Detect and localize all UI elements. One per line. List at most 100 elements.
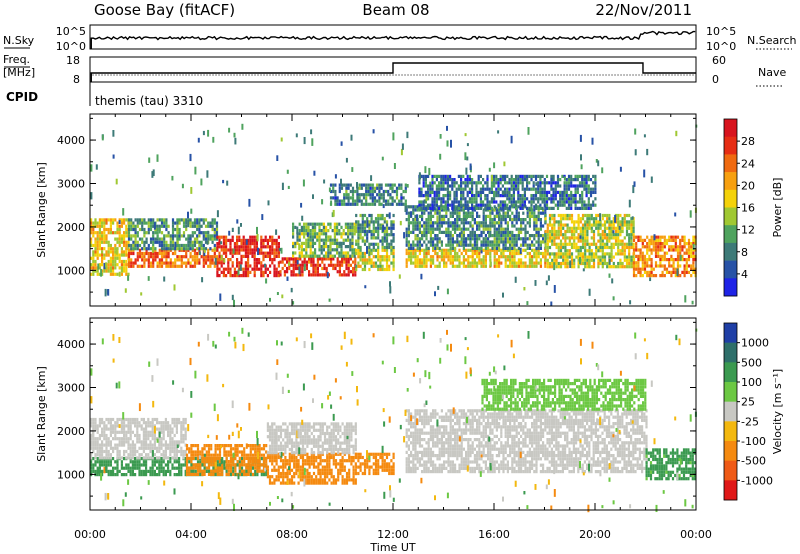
colorbar-tick-label: 16	[741, 202, 755, 215]
colorbar-swatch	[724, 260, 737, 279]
colorbar-tick-label: 4	[741, 268, 748, 281]
x-tick-label: 08:00	[276, 528, 308, 541]
beam-title: Beam 08	[362, 1, 429, 19]
colorbar-tick-label: -1000	[741, 474, 773, 487]
freq-series	[90, 62, 696, 82]
velocity-colorbar: 1000 500 100 25 -25 -100 -500 -1000 Velocity [m …	[723, 322, 784, 501]
colorbar-tick-label: 100	[741, 376, 762, 389]
x-tick-label: 00:00	[74, 528, 106, 541]
colorbar-tick-label: 25	[741, 396, 755, 409]
colorbar-swatch	[724, 460, 737, 481]
freq-right-tick-bottom: 0	[712, 73, 719, 86]
colorbar-label: Velocity [m s⁻¹]	[771, 369, 784, 454]
x-tick-label: 00:00	[680, 528, 712, 541]
colorbar-tick-label: -500	[741, 455, 766, 468]
colorbar-swatch	[724, 401, 737, 422]
y-tick-label: 3000	[57, 178, 85, 191]
scattered-echoes	[90, 123, 698, 307]
freq-panel-frame	[89, 56, 697, 83]
colorbar-swatch	[724, 342, 737, 363]
freq-left-tick-top: 18	[66, 54, 80, 67]
cpid-value: themis (tau) 3310	[95, 94, 203, 108]
freq-left-label-1: Freq.	[3, 53, 30, 66]
echo-region-8	[481, 378, 647, 411]
colorbar-swatch	[724, 225, 737, 244]
freq-left-label-2: [MHz]	[3, 66, 35, 79]
noise-sky-line	[90, 30, 696, 49]
colorbar-swatch	[724, 421, 737, 442]
echo-region-0	[90, 457, 187, 477]
echo-region-1	[90, 417, 187, 460]
y-tick-label: 1000	[57, 264, 85, 277]
y-tick-label: 3000	[57, 382, 85, 395]
colorbar-swatch	[724, 136, 737, 155]
y-axis-label: Slant Range [km]	[35, 366, 48, 462]
power-panel: 1000 2000 3000 4000 Slant Range [km]	[35, 113, 698, 307]
colorbar-tick-label: 8	[741, 246, 748, 259]
cpid-label: CPID	[6, 90, 38, 104]
echo-region-6	[355, 452, 395, 476]
date-title: 22/Nov/2011	[595, 1, 692, 19]
colorbar-swatch	[724, 172, 737, 191]
noise-right-tick-bottom: 10^0	[706, 40, 736, 53]
colorbar-frame	[723, 322, 738, 501]
colorbar-swatch	[724, 119, 737, 137]
noise-left-tick-bottom: 10^0	[56, 40, 86, 53]
velocity-panel: 1000 2000 3000 4000 Slant Range [km]	[35, 317, 698, 513]
noise-left-tick-top: 10^5	[56, 25, 86, 38]
echo-region-13	[418, 174, 597, 210]
noise-panel-frame	[89, 24, 697, 50]
power-colorbar: 4 8 12 16 20 24 28 Power [dB]	[723, 118, 784, 297]
x-tick-label: 12:00	[377, 528, 409, 541]
echo-region-5	[266, 422, 357, 455]
echo-region-2	[127, 218, 219, 251]
colorbar-swatch	[724, 207, 737, 226]
colorbar-swatch	[724, 382, 737, 402]
echo-region-12	[329, 183, 407, 206]
colorbar-swatch	[724, 441, 737, 461]
colorbar-swatch	[724, 480, 737, 501]
scattered-echoes	[90, 327, 698, 513]
echo-region-5	[292, 222, 356, 258]
noise-right-label: N.Search	[747, 34, 797, 47]
echo-region-8	[405, 248, 547, 268]
echo-region-4	[279, 257, 357, 277]
colorbar-swatch	[724, 278, 737, 297]
y-tick-label: 4000	[57, 338, 85, 351]
colorbar-swatch	[724, 362, 737, 383]
colorbar-swatch	[724, 189, 737, 208]
data-cells	[90, 123, 698, 307]
nave-label: Nave	[758, 66, 786, 79]
noise-series	[90, 30, 696, 49]
x-axis-label: Time UT	[369, 541, 415, 554]
freq-left-tick-bottom: 8	[73, 73, 80, 86]
freq-line	[90, 62, 696, 82]
y-tick-label: 2000	[57, 425, 85, 438]
x-tick-label: 16:00	[478, 528, 510, 541]
colorbar-swatch	[724, 242, 737, 261]
colorbar-tick-label: -25	[741, 415, 759, 428]
y-axis-label: Slant Range [km]	[35, 162, 48, 258]
x-tick-label: 20:00	[579, 528, 611, 541]
plot-background	[90, 114, 696, 306]
echo-region-7	[355, 213, 395, 250]
colorbar-tick-label: 1000	[741, 337, 769, 350]
x-tick-label: 04:00	[175, 528, 207, 541]
y-tick-label: 1000	[57, 468, 85, 481]
echo-region-10	[544, 213, 635, 269]
colorbar-tick-label: 28	[741, 135, 755, 148]
colorbar-swatch	[724, 323, 737, 343]
colorbar-tick-label: 24	[741, 157, 755, 170]
noise-right-tick-top: 10^5	[706, 25, 736, 38]
echo-region-3	[185, 444, 268, 476]
colorbar-tick-label: 20	[741, 179, 755, 192]
colorbar-tick-label: -100	[741, 435, 766, 448]
station-title: Goose Bay (fitACF)	[94, 1, 235, 19]
colorbar-swatch	[724, 154, 737, 173]
y-tick-label: 4000	[57, 134, 85, 147]
colorbar-label: Power [dB]	[771, 178, 784, 238]
y-tick-label: 2000	[57, 221, 85, 234]
freq-right-tick-top: 60	[712, 54, 726, 67]
colorbar-tick-label: 12	[741, 224, 755, 237]
